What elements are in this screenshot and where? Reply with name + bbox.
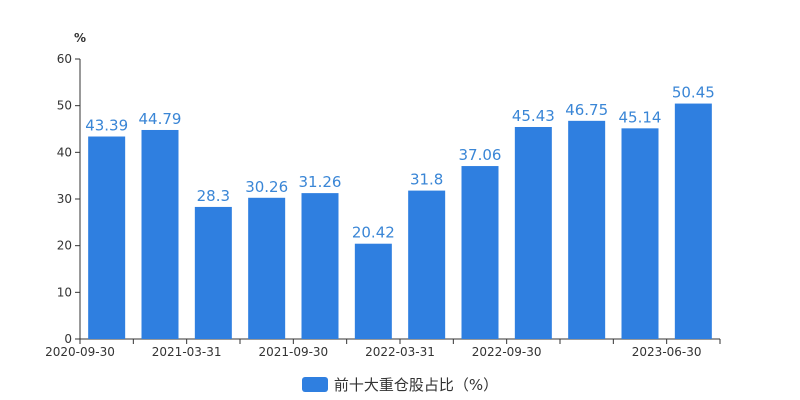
x-tick-label: 2021-03-31 (152, 345, 222, 359)
bar (568, 120, 606, 339)
bar-value-label: 43.39 (85, 117, 128, 135)
legend: 前十大重仓股占比（%） (0, 374, 800, 395)
legend-swatch (301, 377, 328, 392)
x-tick-label: 2020-09-30 (45, 345, 115, 359)
y-tick-label: 50 (57, 99, 72, 113)
bar-value-label: 50.45 (672, 84, 715, 102)
y-tick-label: 10 (57, 285, 72, 299)
x-axis: 2020-09-30 2021-03-31 2021-09-30 2022-03-31… (45, 338, 721, 359)
bar-value-label: 37.06 (459, 146, 502, 164)
bar-value-label: 20.42 (352, 224, 395, 242)
y-axis: 0 10 20 30 40 50 60 (57, 52, 81, 346)
bar (354, 243, 392, 339)
x-tick-label: 2023-06-30 (632, 345, 702, 359)
y-tick-label: 30 (57, 192, 72, 206)
bar-value-label: 45.14 (619, 108, 662, 126)
bar (461, 166, 499, 339)
bar (301, 193, 339, 339)
bar-value-label: 46.75 (565, 101, 608, 119)
bar (514, 126, 552, 339)
bar-value-label: 44.79 (139, 110, 182, 128)
bar-value-label: 45.43 (512, 107, 555, 125)
bar (194, 206, 232, 339)
y-tick-label: 60 (57, 52, 72, 66)
bar (88, 136, 126, 339)
y-tick-label: 40 (57, 145, 72, 159)
bar-value-label: 31.8 (410, 171, 443, 189)
bar (408, 190, 446, 339)
bar (141, 129, 179, 339)
y-axis-unit-label: % (74, 31, 86, 45)
bar-series (88, 103, 712, 339)
x-tick-label: 2021-09-30 (258, 345, 328, 359)
legend-label: 前十大重仓股占比（%） (333, 376, 499, 394)
bar-value-label: 30.26 (245, 178, 288, 196)
data-labels: 43.39 44.79 28.3 30.26 31.26 20.42 31.8 37.06 45… (85, 84, 715, 242)
x-tick-label: 2022-03-31 (365, 345, 435, 359)
bar (674, 103, 712, 339)
x-tick-label: 2022-09-30 (472, 345, 542, 359)
bar-value-label: 31.26 (299, 173, 342, 191)
bar (621, 128, 659, 339)
bar (248, 197, 286, 339)
y-tick-label: 0 (64, 332, 72, 346)
y-tick-label: 20 (57, 239, 72, 253)
bar-value-label: 28.3 (197, 187, 230, 205)
